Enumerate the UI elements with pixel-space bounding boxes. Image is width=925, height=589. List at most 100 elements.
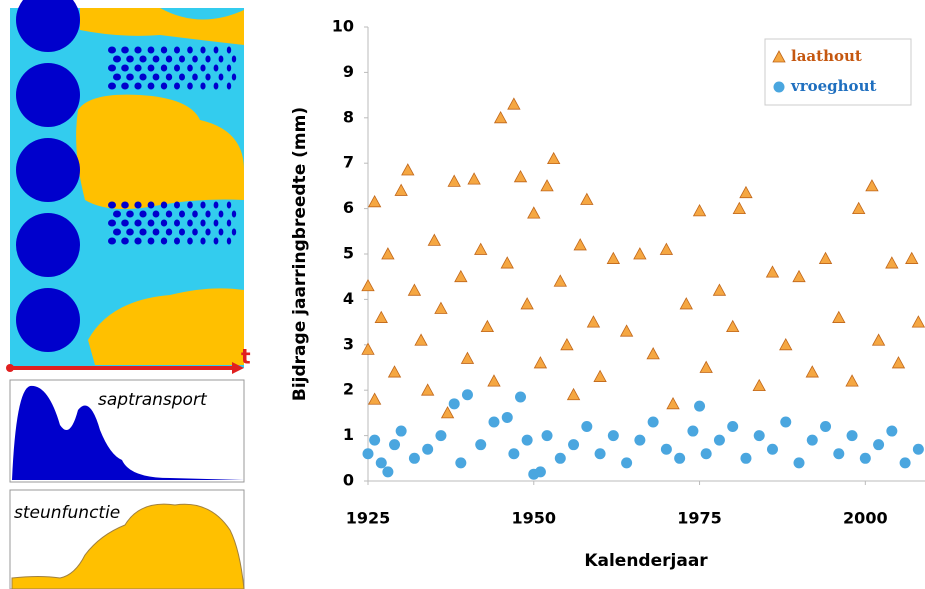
point	[699, 360, 713, 373]
small-vessel	[174, 64, 180, 72]
small-vessel	[165, 228, 173, 236]
y-tick-label: 1	[343, 425, 354, 444]
small-vessel	[187, 46, 193, 54]
point	[568, 439, 580, 451]
large-vessel	[16, 138, 80, 202]
point	[374, 310, 388, 323]
small-vessel	[213, 64, 219, 72]
x-axis-title: Kalenderjaar	[584, 551, 708, 571]
small-vessel	[147, 64, 155, 72]
small-vessel	[134, 219, 142, 227]
small-vessel	[187, 219, 193, 227]
small-vessel	[200, 237, 206, 245]
point	[367, 194, 382, 208]
y-tick-label: 0	[343, 471, 354, 490]
small-vessel	[179, 55, 185, 63]
small-vessel	[121, 82, 129, 90]
small-vessel	[147, 237, 155, 245]
point	[712, 283, 727, 296]
small-vessel	[192, 73, 198, 81]
point	[753, 430, 765, 442]
small-vessel	[139, 73, 147, 81]
small-vessel	[200, 201, 206, 209]
steunfunctie-curve	[11, 503, 245, 589]
point	[501, 411, 513, 423]
small-vessel	[231, 228, 237, 236]
small-vessel	[108, 64, 116, 72]
small-vessel	[147, 46, 155, 54]
small-vessel	[200, 219, 206, 227]
point	[369, 434, 381, 446]
point	[865, 179, 879, 192]
point	[448, 398, 460, 410]
small-vessel	[179, 228, 185, 236]
point	[554, 452, 566, 464]
y-tick-label: 8	[343, 107, 354, 126]
small-vessel	[139, 210, 147, 218]
legend-label: vroeghout	[790, 77, 876, 95]
small-vessel	[226, 201, 232, 209]
point	[779, 337, 793, 351]
point	[421, 383, 435, 396]
point	[455, 457, 467, 469]
small-vessel	[152, 55, 160, 63]
latewood-band	[88, 288, 244, 365]
point	[732, 201, 747, 215]
wood-diagram: t saptransport steunfunctie	[6, 0, 251, 589]
small-vessel	[160, 46, 168, 54]
point	[493, 110, 508, 124]
small-vessel	[108, 237, 116, 245]
small-vessel	[213, 201, 219, 209]
small-vessel	[200, 46, 206, 54]
point	[607, 430, 619, 442]
point	[422, 443, 434, 455]
legend-label: laathout	[791, 47, 862, 65]
point	[382, 466, 394, 478]
small-vessel	[139, 228, 147, 236]
y-tick-label: 3	[343, 334, 354, 353]
panel-label: saptransport	[98, 390, 208, 410]
small-vessel	[187, 237, 193, 245]
point	[726, 319, 740, 333]
small-vessel	[113, 55, 121, 63]
y-tick-label: 6	[343, 198, 354, 217]
point	[694, 400, 706, 412]
small-vessel	[218, 210, 224, 218]
x-tick-label: 1975	[677, 509, 722, 528]
y-tick-label: 4	[343, 289, 354, 308]
small-vessel	[121, 219, 129, 227]
point	[594, 448, 606, 460]
small-vessel	[134, 46, 142, 54]
point	[488, 416, 500, 428]
point	[527, 206, 541, 219]
small-vessel	[121, 64, 129, 72]
small-vessel	[200, 64, 206, 72]
point	[580, 192, 594, 205]
small-vessel	[174, 237, 180, 245]
small-vessel	[192, 55, 198, 63]
small-vessel	[160, 201, 168, 209]
small-vessel	[200, 82, 206, 90]
large-vessel	[16, 63, 80, 127]
point	[833, 448, 845, 460]
y-tick-label: 5	[343, 244, 354, 263]
small-vessel	[160, 82, 168, 90]
small-vessel	[134, 64, 142, 72]
small-vessel	[218, 228, 224, 236]
point	[752, 378, 766, 392]
point	[361, 278, 375, 292]
point	[401, 163, 415, 176]
point	[659, 242, 674, 255]
point	[533, 356, 548, 369]
small-vessel	[139, 55, 147, 63]
point	[534, 466, 546, 478]
point	[508, 448, 520, 460]
point	[886, 425, 898, 437]
x-tick-label: 1925	[346, 509, 391, 528]
point	[553, 274, 567, 287]
point	[692, 204, 707, 217]
small-vessel	[213, 46, 219, 54]
small-vessel	[160, 64, 168, 72]
point	[660, 443, 672, 455]
